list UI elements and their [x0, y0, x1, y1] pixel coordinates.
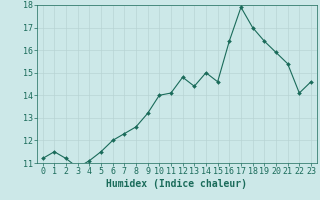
X-axis label: Humidex (Indice chaleur): Humidex (Indice chaleur): [106, 179, 247, 189]
